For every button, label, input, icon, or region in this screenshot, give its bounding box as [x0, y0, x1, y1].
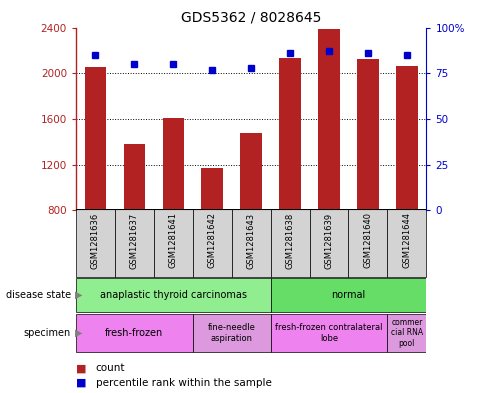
Text: count: count [96, 363, 125, 373]
Text: GSM1281642: GSM1281642 [208, 212, 217, 268]
Bar [279, 58, 301, 210]
Text: GSM1281644: GSM1281644 [402, 212, 411, 268]
Text: specimen: specimen [24, 328, 71, 338]
Text: ■: ■ [76, 378, 86, 387]
Text: percentile rank within the sample: percentile rank within the sample [96, 378, 271, 387]
Text: anaplastic thyroid carcinomas: anaplastic thyroid carcinomas [100, 290, 247, 300]
FancyBboxPatch shape [232, 209, 270, 277]
Text: GSM1281643: GSM1281643 [246, 212, 256, 268]
FancyBboxPatch shape [388, 209, 426, 277]
Text: fresh-frozen contralateral
lobe: fresh-frozen contralateral lobe [275, 323, 383, 343]
FancyBboxPatch shape [270, 277, 426, 312]
FancyBboxPatch shape [154, 209, 193, 277]
FancyBboxPatch shape [115, 209, 154, 277]
FancyBboxPatch shape [76, 314, 193, 352]
Bar [396, 66, 417, 210]
Text: GSM1281640: GSM1281640 [364, 212, 372, 268]
Text: GSM1281638: GSM1281638 [286, 212, 294, 269]
Text: normal: normal [331, 290, 366, 300]
Text: fine-needle
aspiration: fine-needle aspiration [208, 323, 256, 343]
Text: GSM1281639: GSM1281639 [324, 212, 334, 268]
Text: commer
cial RNA
pool: commer cial RNA pool [391, 318, 423, 348]
FancyBboxPatch shape [348, 209, 388, 277]
FancyBboxPatch shape [270, 209, 310, 277]
Text: GSM1281641: GSM1281641 [169, 212, 178, 268]
Bar [241, 132, 262, 210]
FancyBboxPatch shape [193, 209, 232, 277]
FancyBboxPatch shape [193, 314, 270, 352]
FancyBboxPatch shape [76, 277, 270, 312]
Text: GSM1281636: GSM1281636 [91, 212, 100, 269]
Text: ▶: ▶ [75, 328, 82, 338]
Bar [357, 59, 379, 210]
Bar [123, 144, 145, 210]
Bar [163, 118, 184, 210]
Text: ■: ■ [76, 363, 86, 373]
FancyBboxPatch shape [310, 209, 348, 277]
FancyBboxPatch shape [270, 314, 388, 352]
Text: ▶: ▶ [75, 290, 82, 300]
Text: fresh-frozen: fresh-frozen [105, 328, 164, 338]
Bar [201, 168, 223, 210]
Bar [318, 29, 340, 210]
Text: GSM1281637: GSM1281637 [130, 212, 139, 269]
Bar [85, 68, 106, 210]
FancyBboxPatch shape [388, 314, 426, 352]
FancyBboxPatch shape [76, 209, 115, 277]
Title: GDS5362 / 8028645: GDS5362 / 8028645 [181, 11, 321, 25]
Text: disease state: disease state [6, 290, 71, 300]
